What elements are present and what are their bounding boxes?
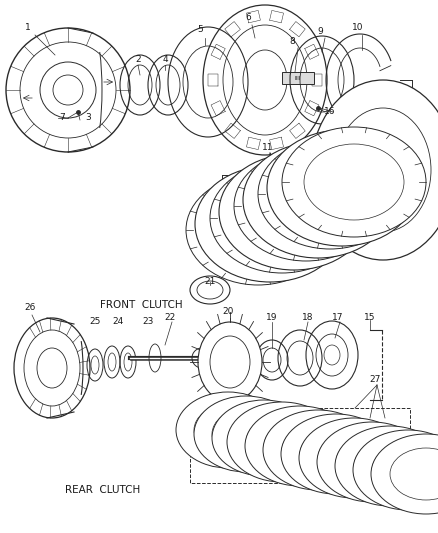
Ellipse shape bbox=[297, 154, 387, 222]
Ellipse shape bbox=[194, 396, 298, 472]
Text: 25: 25 bbox=[89, 318, 101, 327]
Ellipse shape bbox=[232, 180, 332, 256]
Ellipse shape bbox=[317, 422, 427, 502]
Ellipse shape bbox=[210, 336, 250, 388]
Text: 27: 27 bbox=[369, 376, 381, 384]
Text: 31: 31 bbox=[274, 457, 286, 466]
Ellipse shape bbox=[311, 80, 438, 260]
Text: 21: 21 bbox=[204, 278, 215, 287]
Ellipse shape bbox=[354, 440, 426, 492]
Ellipse shape bbox=[176, 392, 280, 468]
Text: 6: 6 bbox=[245, 13, 251, 22]
Ellipse shape bbox=[234, 151, 378, 261]
Ellipse shape bbox=[336, 436, 408, 488]
Ellipse shape bbox=[299, 418, 409, 498]
Ellipse shape bbox=[335, 426, 438, 506]
Ellipse shape bbox=[212, 400, 316, 476]
Ellipse shape bbox=[194, 405, 262, 455]
Ellipse shape bbox=[212, 409, 280, 459]
Text: 8: 8 bbox=[289, 37, 295, 46]
Text: 14: 14 bbox=[272, 257, 284, 266]
Text: 13: 13 bbox=[372, 143, 384, 152]
Ellipse shape bbox=[390, 448, 438, 500]
Ellipse shape bbox=[210, 163, 354, 273]
Text: 32: 32 bbox=[322, 461, 334, 470]
Text: 20: 20 bbox=[223, 308, 234, 317]
Ellipse shape bbox=[281, 414, 391, 494]
Ellipse shape bbox=[186, 175, 330, 285]
Text: 7: 7 bbox=[59, 114, 65, 123]
Text: 12: 12 bbox=[412, 160, 424, 169]
Text: 34: 34 bbox=[392, 464, 404, 472]
Ellipse shape bbox=[246, 416, 318, 468]
Ellipse shape bbox=[227, 402, 337, 482]
Text: 23: 23 bbox=[142, 318, 154, 327]
Ellipse shape bbox=[371, 434, 438, 514]
Ellipse shape bbox=[198, 322, 262, 402]
Ellipse shape bbox=[282, 424, 354, 476]
Text: 26: 26 bbox=[25, 303, 35, 312]
Text: 28: 28 bbox=[196, 425, 208, 434]
Ellipse shape bbox=[219, 154, 369, 270]
Text: 22: 22 bbox=[164, 313, 176, 322]
Ellipse shape bbox=[335, 108, 431, 232]
Text: 11: 11 bbox=[262, 143, 274, 152]
Text: 30: 30 bbox=[249, 457, 261, 466]
Text: 5: 5 bbox=[197, 26, 203, 35]
Ellipse shape bbox=[372, 444, 438, 496]
Text: 18: 18 bbox=[302, 313, 314, 322]
Ellipse shape bbox=[249, 178, 339, 246]
Text: 15: 15 bbox=[364, 313, 376, 322]
Text: 10: 10 bbox=[352, 23, 364, 33]
Ellipse shape bbox=[300, 428, 372, 480]
Ellipse shape bbox=[245, 406, 355, 486]
Text: 4: 4 bbox=[162, 55, 168, 64]
Ellipse shape bbox=[282, 127, 426, 237]
Text: 33: 33 bbox=[356, 464, 368, 472]
Ellipse shape bbox=[267, 130, 417, 246]
Text: FRONT  CLUTCH: FRONT CLUTCH bbox=[100, 300, 183, 310]
Ellipse shape bbox=[225, 190, 315, 258]
Text: 24: 24 bbox=[113, 318, 124, 327]
Text: 2: 2 bbox=[135, 55, 141, 64]
Ellipse shape bbox=[280, 156, 380, 232]
Ellipse shape bbox=[304, 144, 404, 220]
Text: 29: 29 bbox=[223, 456, 234, 464]
Ellipse shape bbox=[263, 410, 373, 490]
Ellipse shape bbox=[273, 166, 363, 234]
Ellipse shape bbox=[258, 139, 402, 249]
Ellipse shape bbox=[353, 430, 438, 510]
Ellipse shape bbox=[256, 168, 356, 244]
Text: 19: 19 bbox=[266, 313, 278, 322]
Text: 9: 9 bbox=[317, 28, 323, 36]
Ellipse shape bbox=[318, 432, 390, 484]
Text: 1: 1 bbox=[25, 23, 31, 33]
Text: REAR  CLUTCH: REAR CLUTCH bbox=[65, 485, 140, 495]
Text: IIII: IIII bbox=[295, 76, 301, 80]
Bar bbox=[190, 408, 410, 483]
Ellipse shape bbox=[208, 192, 308, 268]
Bar bbox=[282, 72, 314, 84]
Ellipse shape bbox=[195, 166, 345, 282]
Text: 17: 17 bbox=[332, 313, 344, 322]
Ellipse shape bbox=[264, 420, 336, 472]
Ellipse shape bbox=[230, 413, 298, 463]
Text: 3: 3 bbox=[85, 114, 91, 123]
Ellipse shape bbox=[243, 142, 393, 258]
Text: 16: 16 bbox=[324, 108, 336, 117]
